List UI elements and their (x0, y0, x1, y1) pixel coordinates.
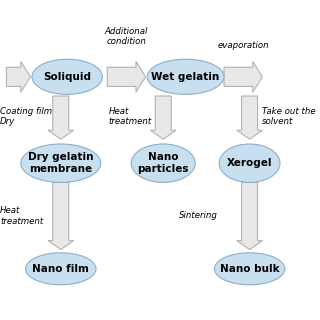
Polygon shape (48, 182, 74, 250)
Polygon shape (150, 96, 176, 139)
Text: evaporation: evaporation (217, 41, 269, 50)
Ellipse shape (32, 59, 102, 94)
Text: Heat
treatment: Heat treatment (0, 206, 43, 226)
Polygon shape (224, 61, 262, 92)
Ellipse shape (131, 144, 195, 182)
Text: Coating film
Dry: Coating film Dry (0, 107, 52, 126)
Ellipse shape (26, 253, 96, 285)
Text: Take out the
solvent: Take out the solvent (262, 107, 316, 126)
Ellipse shape (147, 59, 224, 94)
Text: Soliquid: Soliquid (43, 72, 91, 82)
Polygon shape (6, 61, 30, 92)
Text: Nano film: Nano film (32, 264, 89, 274)
Text: Wet gelatin: Wet gelatin (151, 72, 220, 82)
Text: Additional
condition: Additional condition (105, 27, 148, 46)
Text: Nano
particles: Nano particles (138, 152, 189, 174)
Ellipse shape (214, 253, 285, 285)
Polygon shape (48, 96, 74, 139)
Polygon shape (107, 61, 146, 92)
Ellipse shape (219, 144, 280, 182)
Text: Xerogel: Xerogel (227, 158, 272, 168)
Text: Nano bulk: Nano bulk (220, 264, 279, 274)
Text: Sintering: Sintering (179, 212, 218, 220)
Text: Heat
treatment: Heat treatment (109, 107, 152, 126)
Ellipse shape (21, 144, 101, 182)
Text: Dry gelatin
membrane: Dry gelatin membrane (28, 152, 93, 174)
Polygon shape (237, 96, 262, 139)
Polygon shape (237, 182, 262, 250)
